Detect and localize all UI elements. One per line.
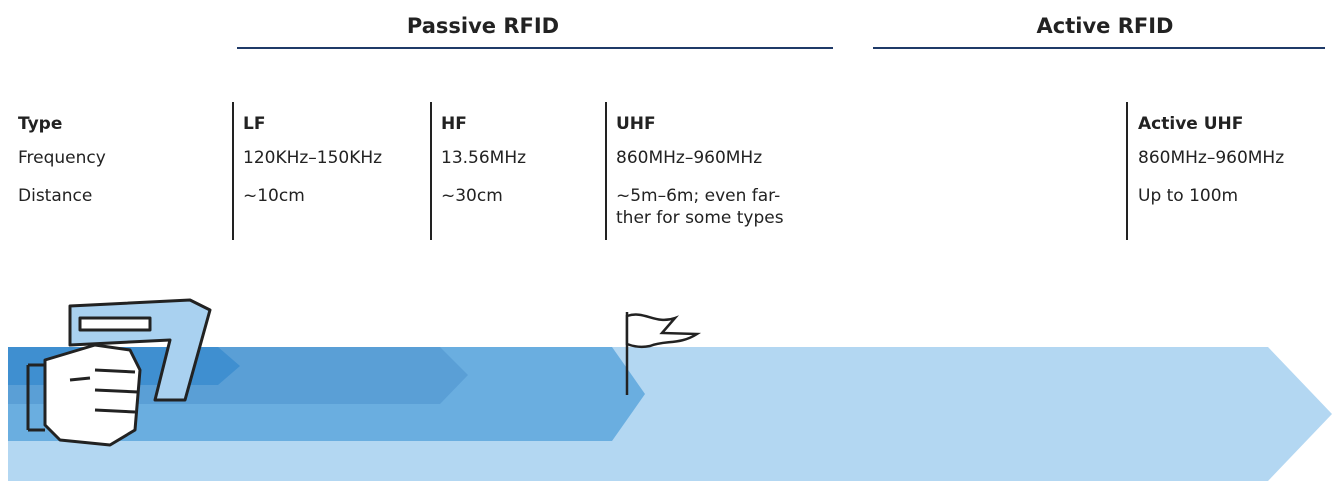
cell-distance: ~30cm [441, 186, 503, 206]
scanner-icon [26, 298, 212, 447]
row-label: Frequency [18, 148, 106, 168]
cell-type: HF [441, 114, 467, 134]
flag-icon [625, 312, 702, 395]
cell-type: LF [243, 114, 266, 134]
cell-frequency: 120KHz–150KHz [243, 148, 383, 168]
cell-distance: ~10cm [243, 186, 305, 206]
cell-frequency: 860MHz–960MHz [1138, 148, 1285, 168]
row-label: Type [18, 114, 63, 134]
column-separators [232, 102, 1128, 240]
cell-frequency: 13.56MHz [441, 148, 527, 168]
cell-distance: ~5m–6m; even far- ther for some types [616, 186, 784, 228]
group-title: Active RFID [1036, 14, 1174, 38]
cell-type: UHF [616, 114, 656, 134]
cell-type: Active UHF [1138, 114, 1244, 134]
group-title: Passive RFID [406, 14, 560, 38]
row-label: Distance [18, 186, 93, 206]
cell-distance: Up to 100m [1138, 186, 1239, 206]
cell-frequency: 860MHz–960MHz [616, 148, 763, 168]
